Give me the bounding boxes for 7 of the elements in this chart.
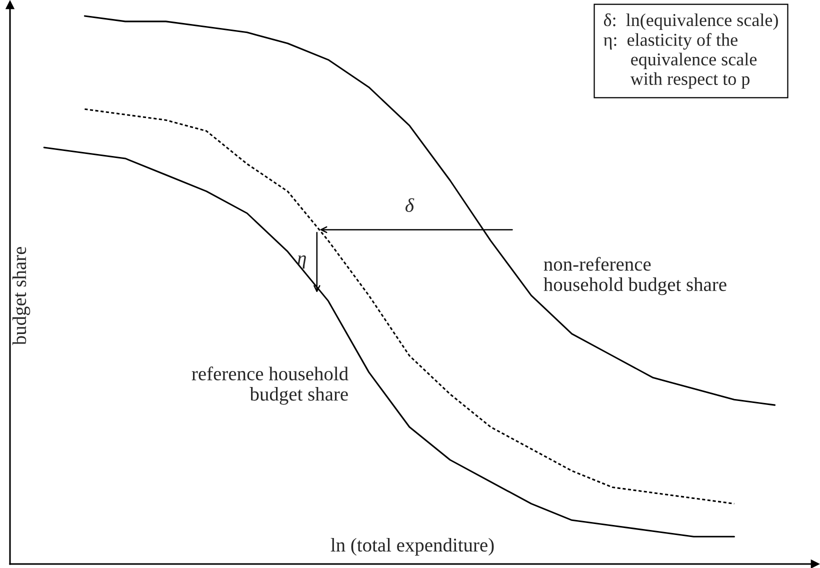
annotation: δ [406, 198, 414, 212]
series-label: reference household budget share [192, 366, 348, 405]
y-axis-title: budget share [12, 246, 30, 346]
annotation: η [298, 255, 306, 269]
annotation: δ: ln(equivalence scale) η: elasticity of the equivalence scale with respect to p [604, 13, 778, 89]
x-axis-title: ln (total expenditure) [330, 538, 494, 556]
series-label: non-reference household budget share [544, 256, 726, 296]
